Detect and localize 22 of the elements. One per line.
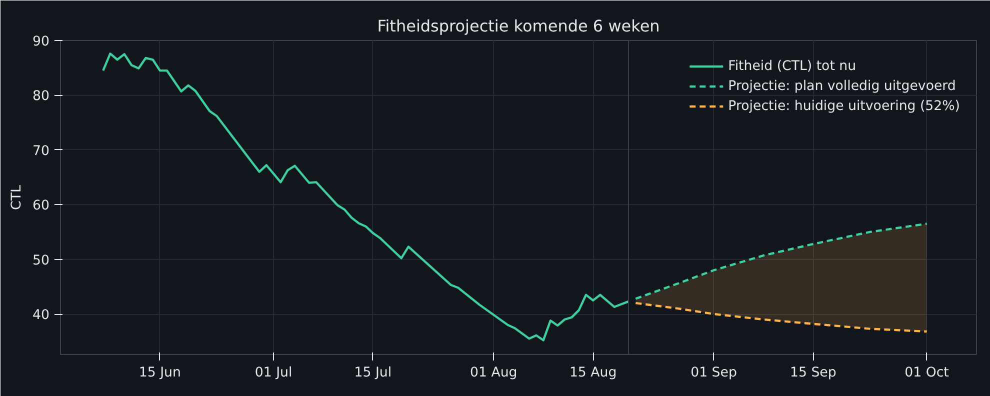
legend-label: Projectie: huidige uitvoering (52%) [728,98,960,114]
x-tick-label: 15 Aug [569,366,617,380]
y-tick-label: 40 [32,308,50,324]
legend-label: Projectie: plan volledig uitgevoerd [728,78,956,94]
x-tick-label: 01 Sep [690,366,737,380]
x-tick-label: 01 Jul [254,366,292,380]
line-series [634,302,928,333]
legend-label: Fitheid (CTL) tot nu [728,58,856,74]
x-tick-label: 01 Aug [470,366,518,380]
chart-title: Fitheidsprojectie komende 6 weken [377,16,660,36]
y-axis-title: CTL [10,184,25,210]
y-tick-label: 60 [32,198,50,214]
y-tick-label: 70 [32,144,50,159]
y-tick-label: 50 [32,253,50,268]
y-tick-label: 80 [32,89,50,104]
y-tick-label: 90 [32,34,50,50]
x-tick-label: 15 Jul [354,366,392,380]
x-tick-label: 15 Jun [138,366,181,380]
line-series [102,52,630,342]
line-series [634,222,928,300]
x-tick-label: 15 Sep [790,366,836,380]
x-tick-label: 01 Oct [904,366,949,380]
